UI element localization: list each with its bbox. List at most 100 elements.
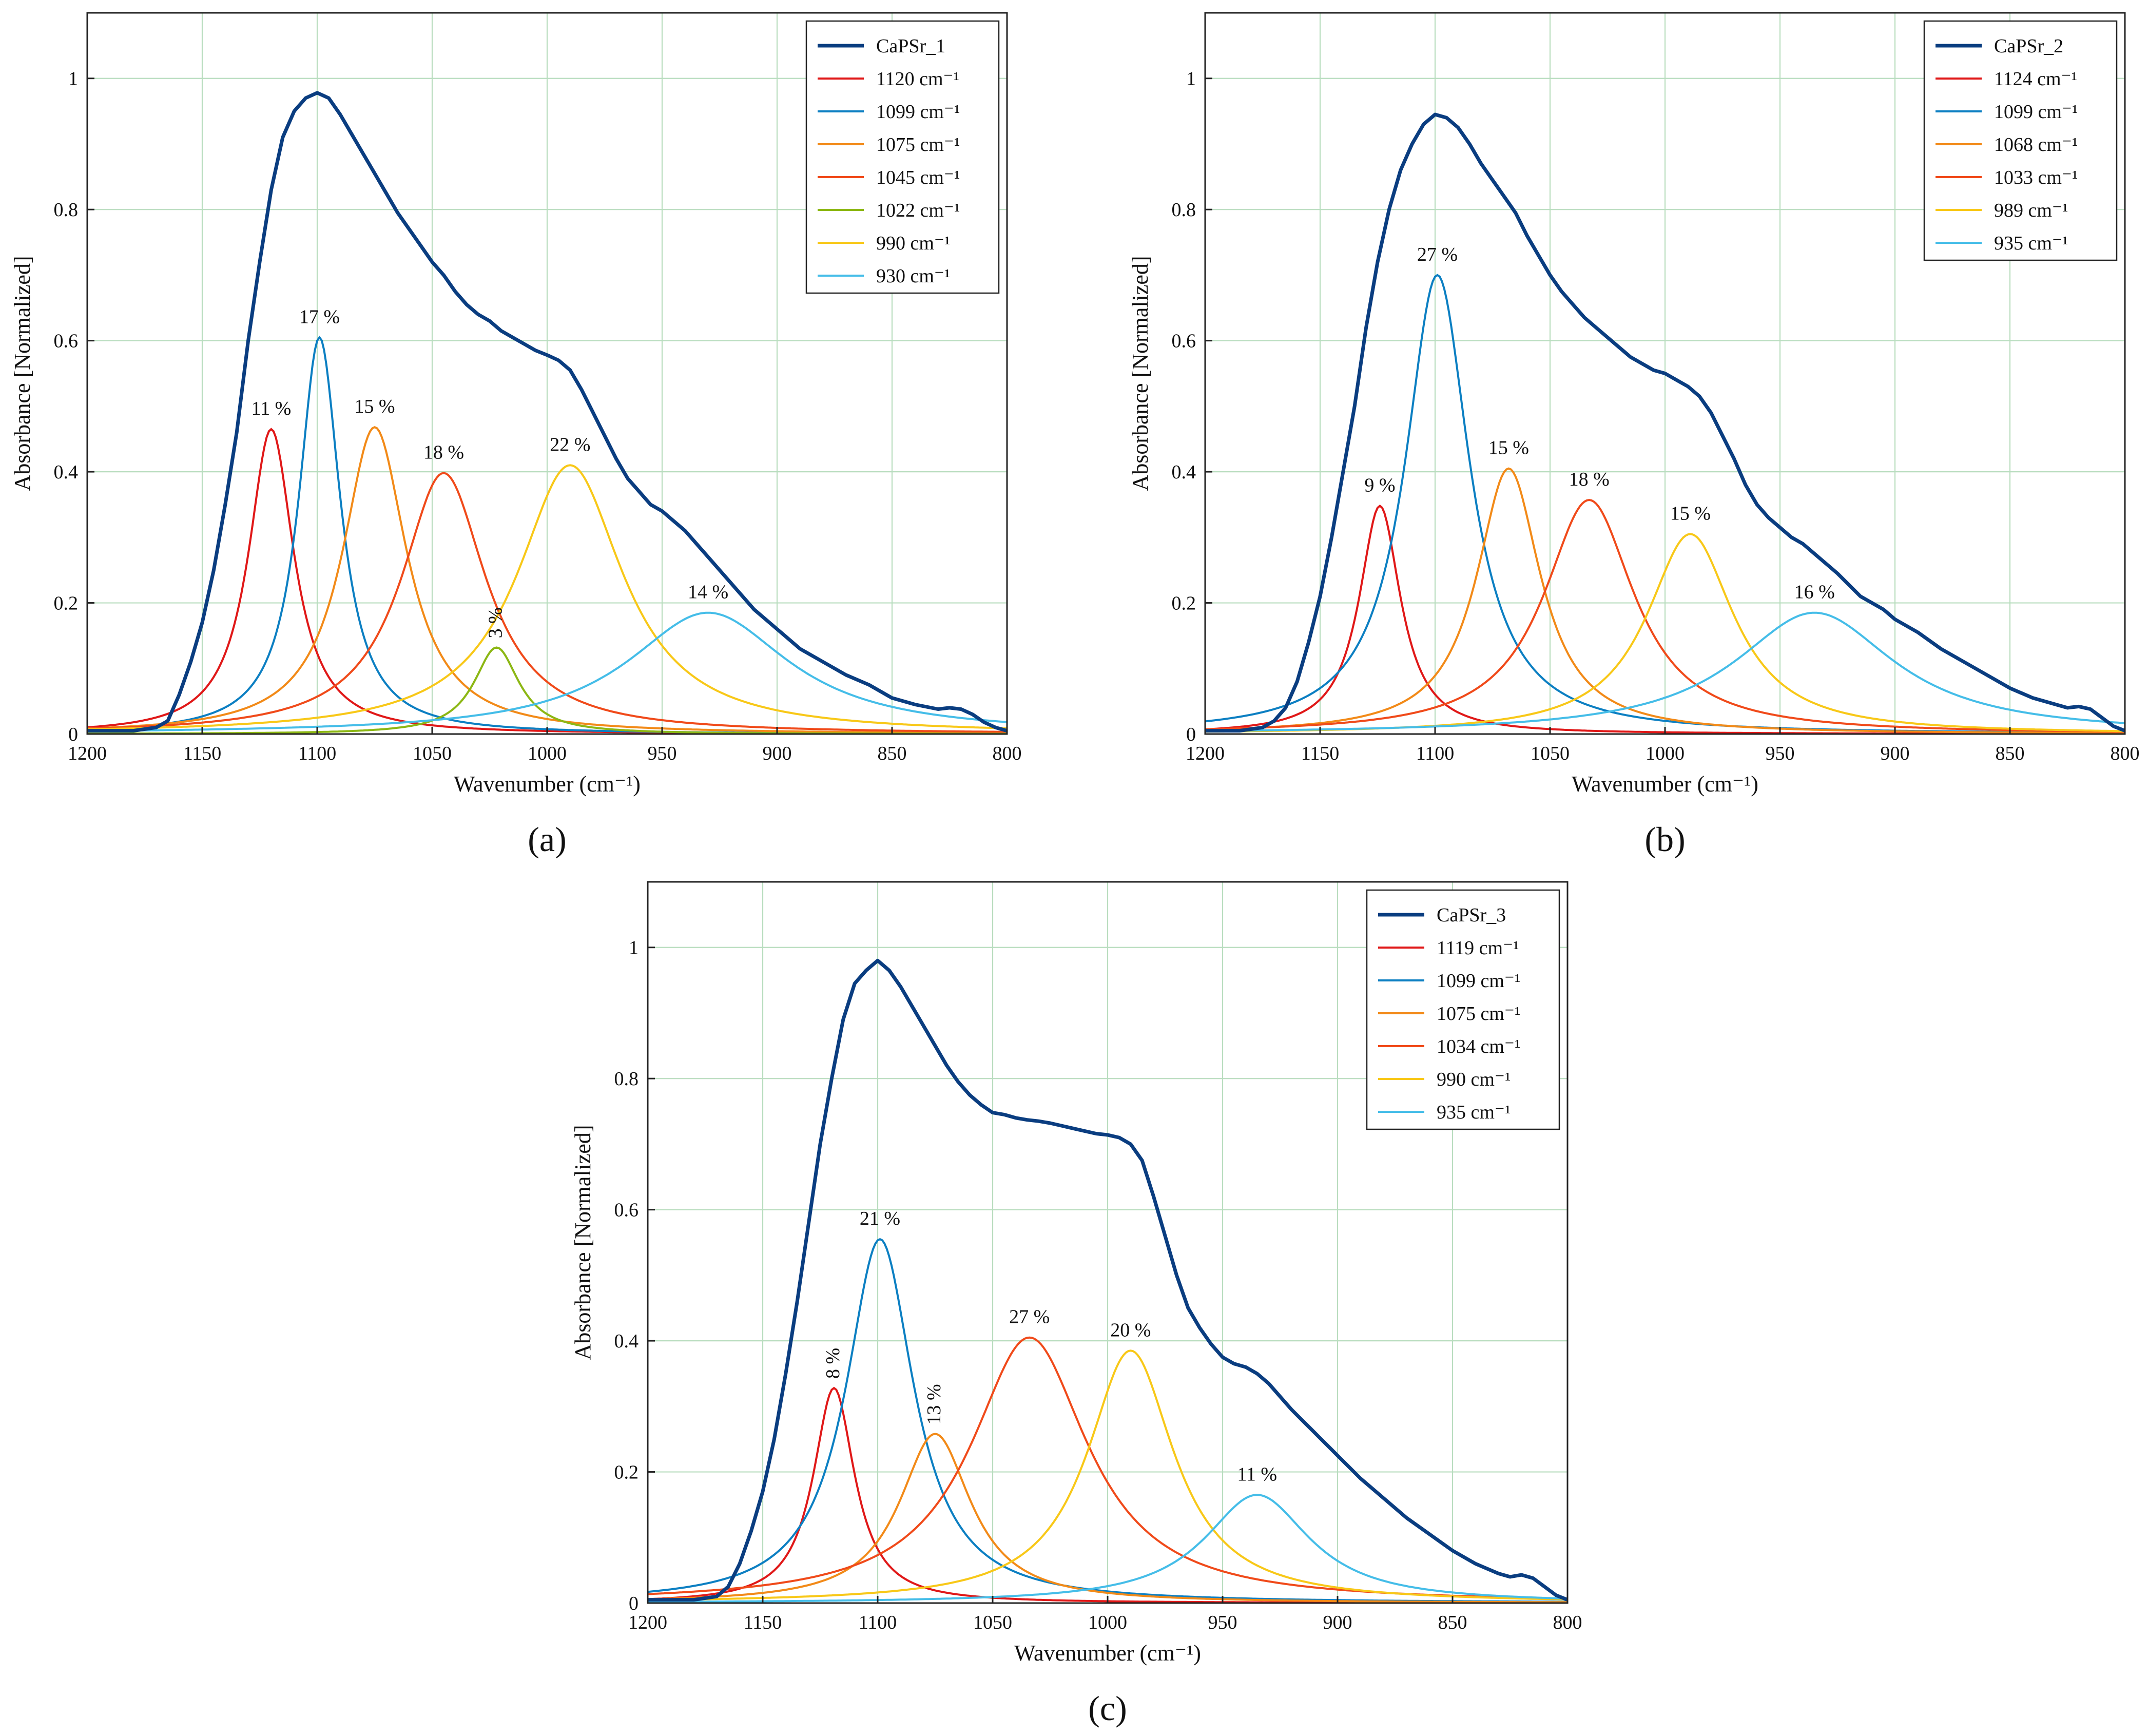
legend-entry-989: 989 cm⁻¹: [1936, 200, 2068, 221]
component-curve-935: [1205, 611, 2125, 732]
y-tick-label: 0: [68, 724, 78, 745]
legend-label: 1120 cm⁻¹: [876, 68, 959, 90]
y-tick-label: 0.4: [54, 461, 79, 483]
panel-label: (b): [1644, 820, 1685, 859]
legend-label: 1099 cm⁻¹: [1994, 101, 2078, 123]
percent-label: 20 %: [1110, 1319, 1151, 1341]
component-curve-930: [87, 611, 1007, 732]
panel-label: (c): [1088, 1689, 1127, 1728]
legend-label: 990 cm⁻¹: [876, 233, 950, 254]
x-tick-label: 850: [1438, 1612, 1467, 1633]
legend-label: 1075 cm⁻¹: [876, 134, 960, 156]
percent-label: 27 %: [1009, 1306, 1050, 1328]
component-curve-1045: [87, 472, 1007, 733]
x-tick-label: 850: [878, 743, 907, 764]
y-tick-label: 0.4: [614, 1330, 639, 1352]
y-axis-label: Absorbance [Normalized]: [10, 256, 35, 491]
x-tick-label: 1050: [413, 743, 452, 764]
y-tick-label: 0: [1186, 724, 1196, 745]
legend-entry-1068: 1068 cm⁻¹: [1936, 134, 2078, 156]
percent-label: 16 %: [1794, 582, 1835, 603]
legend-box: [1366, 889, 1560, 1130]
percent-label: 22 %: [550, 434, 590, 455]
y-tick-label: 1: [1186, 68, 1196, 90]
axis-ticks: 1200 1150 1100 1050 1000 950 900 850 800 0 0.2 0.4 0…: [614, 937, 1582, 1633]
y-tick-label: 0.8: [54, 199, 79, 221]
x-tick-label: 1150: [744, 1612, 782, 1633]
percent-label: 8 %: [822, 1348, 844, 1379]
percent-label: 15 %: [1488, 437, 1529, 459]
x-tick-label: 1150: [183, 743, 222, 764]
y-tick-label: 0.8: [1172, 199, 1196, 221]
percent-label: 21 %: [860, 1208, 900, 1229]
legend-label: CaPSr_1: [876, 35, 945, 57]
legend-entry-measured: CaPSr_1: [818, 35, 945, 57]
component-curve-1068: [1205, 467, 2125, 734]
legend-label: CaPSr_3: [1437, 904, 1506, 926]
y-tick-label: 0.8: [614, 1068, 639, 1090]
legend-label: 935 cm⁻¹: [1437, 1102, 1511, 1123]
legend-entry-935: 935 cm⁻¹: [1378, 1102, 1511, 1123]
percent-label: 15 %: [354, 396, 395, 417]
percent-label: 14 %: [688, 582, 728, 603]
legend-label: 1075 cm⁻¹: [1437, 1003, 1520, 1025]
x-tick-label: 1000: [1088, 1612, 1127, 1633]
legend-entry-1033: 1033 cm⁻¹: [1936, 167, 2078, 188]
legend-entry-990: 990 cm⁻¹: [818, 233, 950, 254]
legend-label: 1099 cm⁻¹: [1437, 970, 1520, 992]
x-tick-label: 850: [1996, 743, 2025, 764]
y-axis-label: Absorbance [Normalized]: [570, 1125, 595, 1360]
y-tick-label: 1: [629, 937, 638, 959]
x-tick-label: 800: [1553, 1612, 1582, 1633]
y-tick-label: 0.6: [1172, 331, 1196, 352]
y-tick-label: 0.6: [614, 1200, 639, 1221]
legend-label: 930 cm⁻¹: [876, 265, 950, 287]
grid: [1204, 13, 2126, 734]
x-tick-label: 1200: [1186, 743, 1225, 764]
legend-entry-1119: 1119 cm⁻¹: [1378, 937, 1519, 959]
y-tick-label: 0.2: [1172, 593, 1196, 614]
legend-entry-1022: 1022 cm⁻¹: [818, 200, 960, 221]
legend-entry-1099: 1099 cm⁻¹: [1936, 101, 2078, 123]
legend-label: 935 cm⁻¹: [1994, 233, 2068, 254]
percent-label: 18 %: [423, 442, 464, 464]
legend-label: 990 cm⁻¹: [1437, 1069, 1511, 1090]
legend-label: 1119 cm⁻¹: [1437, 937, 1519, 959]
chart-panel-c: 8 %21 %13 %27 %20 %11 %1200 1150 1100 1050 1…: [570, 881, 1582, 1728]
legend: CaPSr_3 1119 cm⁻¹ 1099 cm⁻¹ 1075 cm⁻¹ 1034 c…: [1366, 889, 1560, 1130]
legend-label: 1068 cm⁻¹: [1994, 134, 2078, 156]
legend-entry-1075: 1075 cm⁻¹: [1378, 1003, 1520, 1025]
legend-entry-1099: 1099 cm⁻¹: [818, 101, 960, 123]
x-tick-label: 1000: [528, 743, 567, 764]
x-tick-label: 950: [1766, 743, 1795, 764]
x-tick-label: 800: [2111, 743, 2140, 764]
legend-entry-1099: 1099 cm⁻¹: [1378, 970, 1520, 992]
x-tick-label: 900: [1881, 743, 1910, 764]
y-axis-label: Absorbance [Normalized]: [1128, 256, 1153, 491]
x-tick-label: 950: [648, 743, 677, 764]
x-tick-label: 900: [1323, 1612, 1352, 1633]
measured-curve: [648, 958, 1568, 1602]
x-axis-label: Wavenumber (cm⁻¹): [454, 771, 641, 797]
chart-panel-b: 9 %27 %15 %18 %15 %16 %1200 1150 1100 1050 1…: [1128, 12, 2140, 859]
legend-label: 1099 cm⁻¹: [876, 101, 960, 123]
component-curve-1075: [648, 1433, 1568, 1603]
legend-label: 1022 cm⁻¹: [876, 200, 960, 221]
chart-panel-a: 11 %17 %15 %18 %3 %22 %14 %1200 1150 1100 1…: [10, 12, 1022, 859]
component-curve-990: [87, 464, 1007, 730]
x-tick-label: 1150: [1301, 743, 1340, 764]
legend-entry-1045: 1045 cm⁻¹: [818, 167, 960, 188]
y-tick-label: 0.4: [1172, 461, 1196, 483]
percent-label: 18 %: [1569, 469, 1610, 490]
legend: CaPSr_2 1124 cm⁻¹ 1099 cm⁻¹ 1068 cm⁻¹ 1033 c…: [1923, 20, 2118, 261]
legend-label: 989 cm⁻¹: [1994, 200, 2068, 221]
component-curve-935: [648, 1494, 1568, 1603]
percent-label: 17 %: [299, 306, 340, 327]
x-tick-label: 800: [993, 743, 1022, 764]
legend: CaPSr_1 1120 cm⁻¹ 1099 cm⁻¹ 1075 cm⁻¹ 1045 c…: [805, 20, 1000, 294]
measured-curve: [87, 91, 1007, 733]
x-tick-label: 900: [763, 743, 792, 764]
y-tick-label: 0: [629, 1593, 638, 1614]
x-tick-label: 1100: [1416, 743, 1455, 764]
